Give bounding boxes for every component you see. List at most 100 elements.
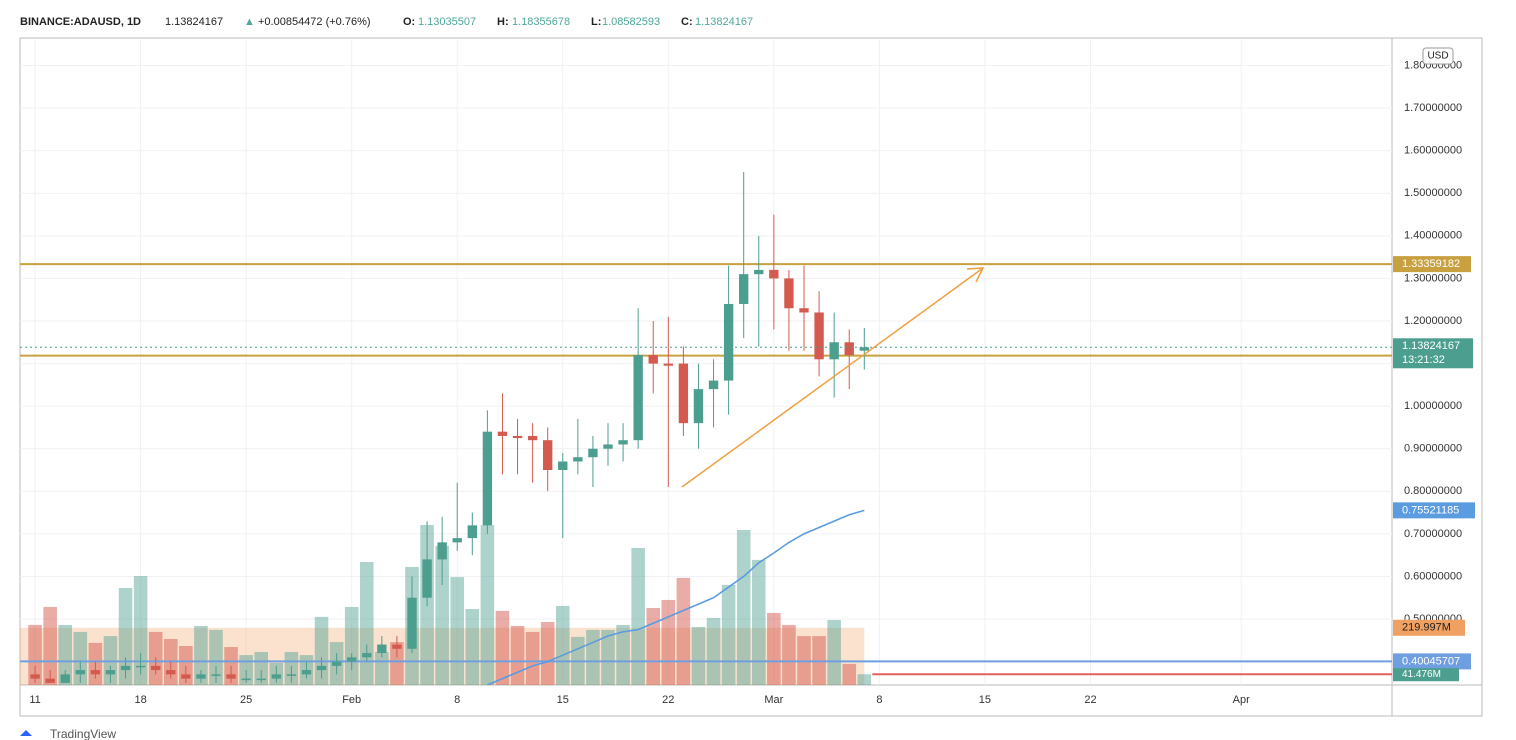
volume-bar xyxy=(435,545,449,685)
x-tick-label: Mar xyxy=(764,694,783,706)
candle-body xyxy=(648,355,658,364)
candle-body xyxy=(543,440,553,470)
candle-body xyxy=(151,665,161,671)
volume-bar xyxy=(661,599,676,685)
volume-bar xyxy=(842,663,857,685)
candle-body xyxy=(105,670,116,675)
candle-body xyxy=(377,644,387,654)
x-tick-label: 22 xyxy=(1084,694,1096,706)
y-tick-label: 1.30000000 xyxy=(1404,272,1462,284)
candle-body xyxy=(467,525,477,539)
chart-frame xyxy=(19,37,1483,717)
price-layer xyxy=(20,171,1392,685)
countdown: 13:21:32 xyxy=(1402,354,1445,366)
y-tick-label: 1.60000000 xyxy=(1404,145,1462,157)
candle-body xyxy=(271,674,281,679)
candle-body xyxy=(814,312,824,360)
volume-bar xyxy=(58,624,73,685)
volume-bar xyxy=(586,629,600,685)
volume-bar xyxy=(375,651,389,685)
last-price: 1.13824167 xyxy=(165,16,223,28)
arrow-head xyxy=(966,267,985,283)
volume-bar xyxy=(525,631,540,685)
symbol: BINANCE:ADAUSD, 1D xyxy=(20,16,141,28)
candle-body xyxy=(844,342,854,356)
candle-body xyxy=(769,269,779,279)
change-arrow: ▲ xyxy=(244,16,255,28)
x-tick-label: 18 xyxy=(134,694,146,706)
candle-body xyxy=(784,278,794,309)
candle-body xyxy=(301,670,312,675)
candle-body xyxy=(633,355,643,441)
close-label: C: xyxy=(681,16,693,28)
open-label: O: xyxy=(403,16,415,28)
candle-body xyxy=(181,674,191,679)
brand-logo xyxy=(20,730,32,736)
candle-body xyxy=(618,440,628,445)
candle-body xyxy=(558,461,568,470)
volume-bar xyxy=(676,577,691,685)
x-tick-label: 8 xyxy=(454,694,460,706)
y-tick-label: 0.90000000 xyxy=(1404,443,1462,455)
candle-body xyxy=(754,269,764,275)
volume-bar xyxy=(540,622,555,685)
volume-bar xyxy=(721,584,736,685)
grid xyxy=(20,40,1392,685)
high-label: H: xyxy=(497,16,509,28)
level-label: 1.33359182 xyxy=(1402,258,1460,270)
trend-arrow xyxy=(681,267,984,488)
candle-body xyxy=(708,380,719,390)
volume-bar xyxy=(646,608,661,685)
y-tick-label: 1.40000000 xyxy=(1404,230,1462,242)
close: 1.13824167 xyxy=(695,16,753,28)
candle-body xyxy=(723,303,734,381)
candle-body xyxy=(497,431,508,436)
candle-body xyxy=(75,670,85,675)
x-tick-label: 8 xyxy=(876,694,882,706)
brand: TradingView xyxy=(50,727,116,740)
x-tick-label: 25 xyxy=(240,694,252,706)
low-label: L: xyxy=(591,16,601,28)
volume-bar xyxy=(344,606,359,685)
candle-body xyxy=(663,363,673,366)
current-price: 1.13824167 xyxy=(1402,340,1460,352)
current-price-bg xyxy=(1393,338,1473,369)
volume-bar xyxy=(209,629,223,685)
candle-body xyxy=(135,665,146,668)
volume-bar xyxy=(827,619,841,685)
candle-body xyxy=(60,674,70,683)
volume-ma-label: 219.997M xyxy=(1402,622,1451,634)
price-axis: 0.500000000.600000000.700000000.80000000… xyxy=(1393,59,1475,682)
volume-bar xyxy=(706,617,721,685)
candle-body xyxy=(256,678,266,681)
candle-body xyxy=(407,597,417,649)
candle-body xyxy=(452,538,462,543)
candle-body xyxy=(512,435,523,439)
volume-bar xyxy=(450,577,465,685)
volume-bar xyxy=(616,624,630,685)
y-tick-label: 0.60000000 xyxy=(1404,570,1462,582)
candle-body xyxy=(799,308,809,313)
indicator-label-bg xyxy=(1393,502,1475,519)
volume-bar xyxy=(480,525,495,685)
candle-body xyxy=(829,342,839,360)
candle-body xyxy=(437,542,447,560)
volume-bar xyxy=(28,624,42,685)
candle-body xyxy=(30,674,40,679)
candle-body xyxy=(241,678,251,681)
candle-body xyxy=(226,674,236,679)
volume-bar xyxy=(133,576,148,685)
volume-bar xyxy=(751,559,766,685)
volume-bar xyxy=(239,655,253,685)
volume-bar xyxy=(254,651,269,685)
header: BINANCE:ADAUSD, 1D 1.13824167 ▲ +0.00854… xyxy=(20,16,753,28)
candle-body xyxy=(573,457,583,462)
volume-bar xyxy=(359,561,374,685)
candle-body xyxy=(482,431,493,526)
volume-bar xyxy=(43,606,57,685)
y-tick-label: 0.80000000 xyxy=(1404,485,1462,497)
volume-bar xyxy=(555,605,570,685)
candle-body xyxy=(211,674,221,676)
volume-bar xyxy=(390,642,404,685)
